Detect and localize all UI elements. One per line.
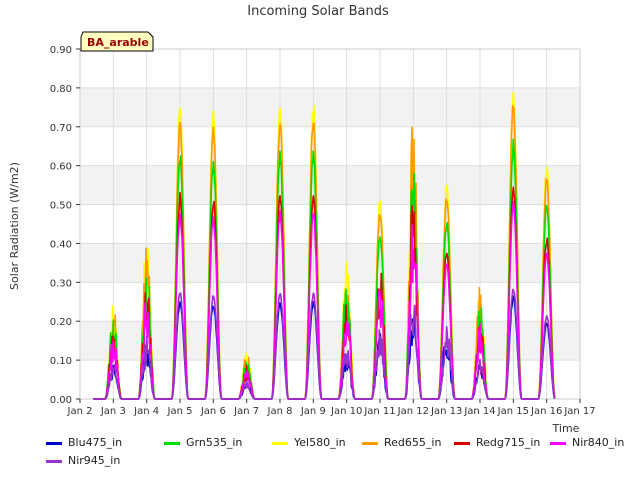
legend-item-nir945-in: Nir945_in bbox=[46, 454, 120, 468]
background-band bbox=[80, 49, 580, 88]
x-tick-label: Jan 3 bbox=[100, 406, 126, 417]
background-bands bbox=[80, 49, 580, 399]
axes: 0.00 0.10 0.20 0.30 0.40 0.50 0.60 0.70 0.80 0.90… bbox=[50, 45, 596, 417]
legend-label: Blu475_in bbox=[68, 436, 123, 449]
x-tick-label: Jan 16 bbox=[530, 406, 562, 417]
series-layer bbox=[93, 91, 556, 400]
legend-item-yel580-in: Yel580_in bbox=[272, 436, 346, 450]
y-tick-label: 0.10 bbox=[50, 356, 72, 367]
x-tick-label: Jan 5 bbox=[167, 406, 193, 417]
legend: Blu475_in Grn535_in Yel580_in Red655_in Redg… bbox=[46, 436, 624, 472]
legend-item-grn535-in: Grn535_in bbox=[164, 436, 242, 450]
x-tick-label: Jan 8 bbox=[267, 406, 293, 417]
y-tick-label: 0.90 bbox=[50, 45, 72, 56]
x-tick-label: Jan 11 bbox=[363, 406, 395, 417]
legend-label: Redg715_in bbox=[476, 436, 541, 449]
y-tick-label: 0.60 bbox=[50, 162, 72, 173]
x-tick-label: Jan 6 bbox=[200, 406, 226, 417]
x-tick-label: Jan 9 bbox=[300, 406, 326, 417]
legend-swatch bbox=[46, 459, 62, 463]
legend-swatch bbox=[46, 441, 62, 445]
x-tick-label: Jan 2 bbox=[67, 406, 93, 417]
legend-label: Red655_in bbox=[384, 436, 442, 449]
site-label-box: BA_arable bbox=[80, 31, 154, 52]
x-axis-label: Time bbox=[552, 422, 580, 435]
chart-title: Incoming Solar Bands bbox=[247, 4, 389, 19]
x-tick-label: Jan 17 bbox=[563, 406, 595, 417]
site-label: BA_arable bbox=[87, 36, 149, 49]
legend-label: Nir945_in bbox=[68, 454, 121, 467]
legend-swatch bbox=[362, 441, 378, 445]
background-band bbox=[80, 165, 580, 205]
x-tick-label: Jan 12 bbox=[397, 406, 429, 417]
legend-swatch bbox=[550, 441, 566, 445]
legend-swatch bbox=[164, 441, 180, 445]
legend-item-blu475-in: Blu475_in bbox=[46, 436, 122, 450]
y-tick-label: 0.00 bbox=[50, 395, 72, 406]
series-line-nir945-in bbox=[93, 288, 556, 400]
legend-label: Grn535_in bbox=[186, 436, 243, 449]
background-band bbox=[80, 204, 580, 244]
legend-label: Yel580_in bbox=[294, 436, 346, 449]
x-tick-label: Jan 14 bbox=[463, 406, 495, 417]
y-axis-label: Solar Radiation (W/m2) bbox=[8, 162, 21, 290]
background-band bbox=[80, 321, 580, 361]
background-band bbox=[80, 282, 580, 322]
background-band bbox=[80, 360, 580, 399]
y-tick-label: 0.20 bbox=[50, 317, 72, 328]
y-tick-label: 0.70 bbox=[50, 123, 72, 134]
x-tick-label: Jan 10 bbox=[330, 406, 362, 417]
x-tick-label: Jan 15 bbox=[497, 406, 529, 417]
y-tick-label: 0.50 bbox=[50, 201, 72, 212]
y-tick-label: 0.30 bbox=[50, 278, 72, 289]
background-band bbox=[80, 87, 580, 127]
x-tick-label: Jan 7 bbox=[233, 406, 259, 417]
background-band bbox=[80, 126, 580, 166]
legend-swatch bbox=[272, 441, 288, 445]
legend-item-red655-in: Red655_in bbox=[362, 436, 441, 450]
legend-swatch bbox=[454, 441, 470, 445]
legend-label: Nir840_in bbox=[572, 436, 625, 449]
background-band bbox=[80, 243, 580, 283]
legend-item-nir840-in: Nir840_in bbox=[550, 436, 624, 450]
x-tick-label: Jan 4 bbox=[133, 406, 159, 417]
y-tick-label: 0.40 bbox=[50, 239, 72, 250]
y-tick-label: 0.80 bbox=[50, 84, 72, 95]
x-tick-label: Jan 13 bbox=[430, 406, 462, 417]
legend-item-redg715-in: Redg715_in bbox=[454, 436, 540, 450]
